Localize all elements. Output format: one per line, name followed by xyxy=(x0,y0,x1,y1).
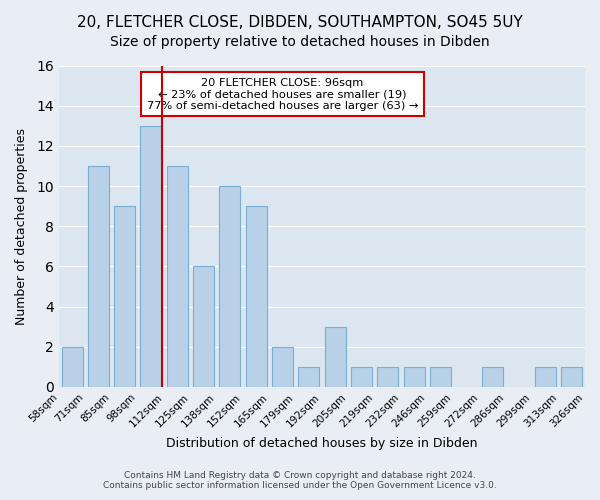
Bar xyxy=(114,206,135,387)
Bar xyxy=(272,347,293,387)
Bar xyxy=(88,166,109,387)
Bar xyxy=(193,266,214,387)
Text: 20, FLETCHER CLOSE, DIBDEN, SOUTHAMPTON, SO45 5UY: 20, FLETCHER CLOSE, DIBDEN, SOUTHAMPTON,… xyxy=(77,15,523,30)
Bar xyxy=(325,326,346,387)
Bar xyxy=(167,166,188,387)
Bar xyxy=(351,367,372,387)
Bar xyxy=(404,367,425,387)
Text: Contains HM Land Registry data © Crown copyright and database right 2024.
Contai: Contains HM Land Registry data © Crown c… xyxy=(103,470,497,490)
Bar xyxy=(482,367,503,387)
Bar xyxy=(62,347,83,387)
Bar xyxy=(220,186,241,387)
Bar xyxy=(377,367,398,387)
Text: Size of property relative to detached houses in Dibden: Size of property relative to detached ho… xyxy=(110,35,490,49)
Bar xyxy=(562,367,583,387)
X-axis label: Distribution of detached houses by size in Dibden: Distribution of detached houses by size … xyxy=(166,437,478,450)
Bar xyxy=(245,206,267,387)
Bar xyxy=(298,367,319,387)
Bar xyxy=(140,126,161,387)
Y-axis label: Number of detached properties: Number of detached properties xyxy=(15,128,28,324)
Bar xyxy=(535,367,556,387)
Bar xyxy=(430,367,451,387)
Text: 20 FLETCHER CLOSE: 96sqm
← 23% of detached houses are smaller (19)
77% of semi-d: 20 FLETCHER CLOSE: 96sqm ← 23% of detach… xyxy=(147,78,418,111)
